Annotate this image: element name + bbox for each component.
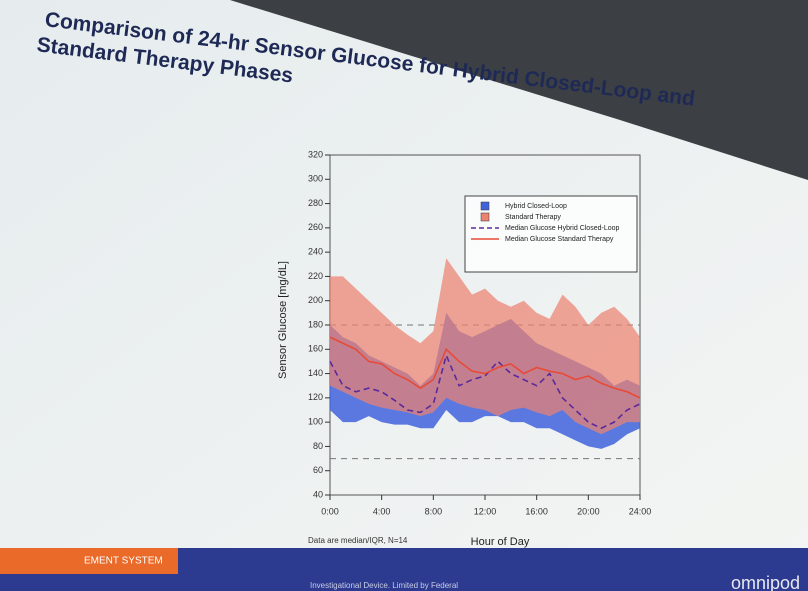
y-tick-label: 200 xyxy=(308,295,323,305)
y-tick-label: 240 xyxy=(308,247,323,257)
x-tick-label: 0:00 xyxy=(321,506,339,516)
legend-label: Median Glucose Hybrid Closed-Loop xyxy=(505,225,619,232)
x-tick-label: 8:00 xyxy=(425,506,443,516)
x-axis-label: Hour of Day xyxy=(471,536,530,548)
x-tick-label: 24:00 xyxy=(629,506,652,516)
disclaimer: Investigational Device. Limited by Feder… xyxy=(310,581,458,590)
y-tick-label: 180 xyxy=(308,319,323,329)
legend-box xyxy=(464,195,638,273)
y-tick-label: 300 xyxy=(308,174,323,184)
y-tick-label: 280 xyxy=(308,198,323,208)
y-tick-label: 140 xyxy=(308,368,323,378)
x-tick-label: 16:00 xyxy=(525,506,548,516)
iqr-band xyxy=(330,258,640,435)
y-tick-label: 60 xyxy=(313,465,323,475)
y-tick-label: 120 xyxy=(308,392,323,402)
ceiling xyxy=(230,0,808,180)
y-axis-label: Sensor Glucose [mg/dL] xyxy=(277,261,289,379)
y-tick-label: 80 xyxy=(313,441,323,451)
y-tick-label: 260 xyxy=(308,222,323,232)
banner-text: EMENT SYSTEM xyxy=(84,556,163,567)
legend-label: Standard Therapy xyxy=(505,214,561,221)
legend-swatch xyxy=(480,212,490,222)
legend-swatch xyxy=(480,201,490,211)
x-tick-label: 12:00 xyxy=(474,506,497,516)
y-tick-label: 220 xyxy=(308,271,323,281)
note: Data are median/IQR, N=14 xyxy=(308,536,408,545)
median-line xyxy=(329,336,641,399)
y-tick-label: 320 xyxy=(308,149,323,159)
y-tick-label: 160 xyxy=(308,344,323,354)
y-tick-label: 100 xyxy=(308,417,323,427)
x-tick-label: 20:00 xyxy=(577,506,600,516)
logo: omnipod xyxy=(731,573,800,591)
banner-block xyxy=(0,548,178,574)
y-tick-label: 40 xyxy=(313,489,323,499)
x-tick-label: 4:00 xyxy=(373,506,391,516)
legend-label: Median Glucose Standard Therapy xyxy=(505,236,614,243)
legend-label: Hybrid Closed-Loop xyxy=(505,203,567,210)
